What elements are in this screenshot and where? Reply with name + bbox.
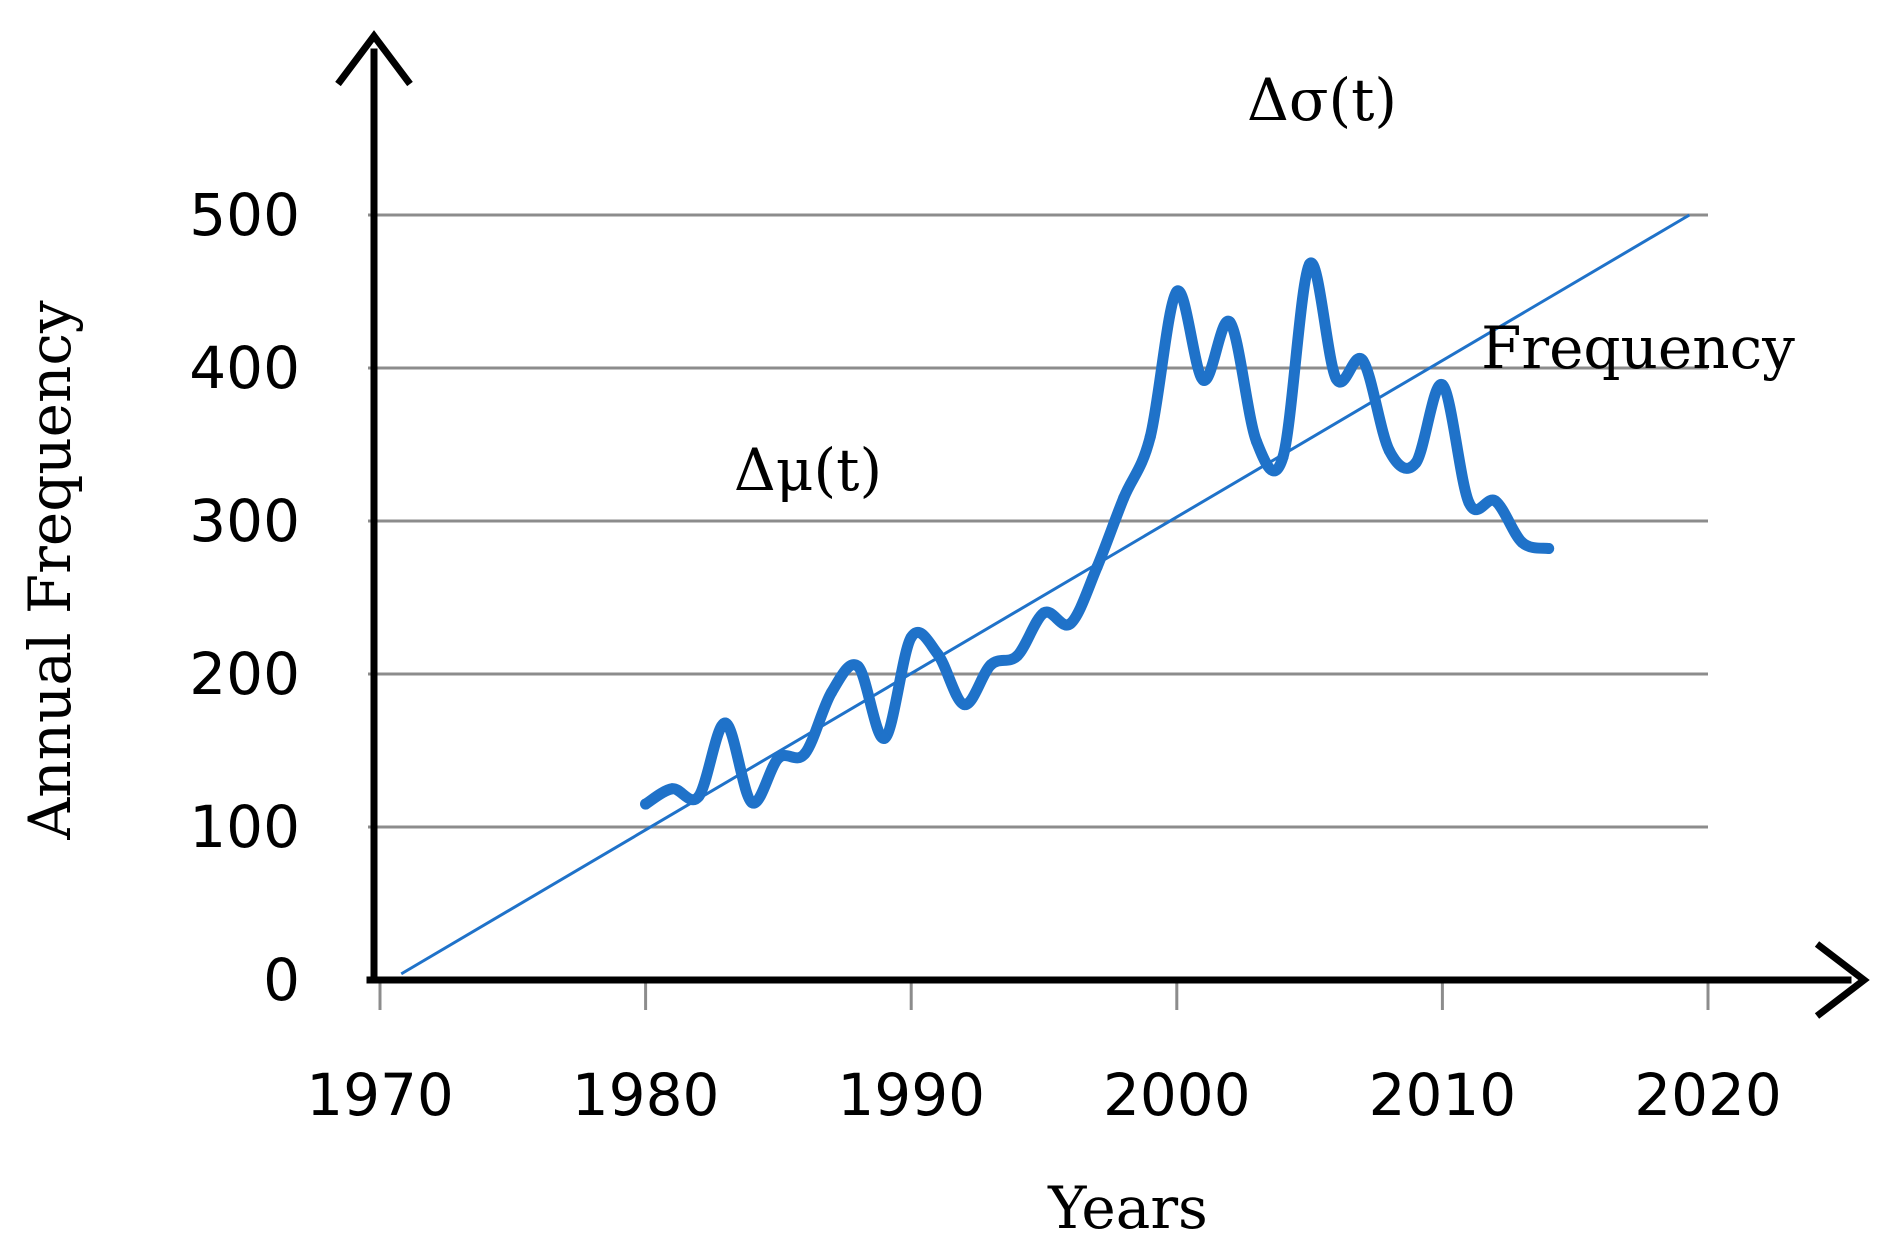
data-point-2009 — [1410, 457, 1422, 469]
data-point-1995 — [1038, 607, 1050, 619]
data-point-2011 — [1463, 497, 1475, 509]
series-points — [640, 258, 1555, 810]
x-tick-label-2010: 2010 — [1369, 1061, 1517, 1129]
data-point-2001 — [1197, 374, 1209, 386]
gridlines — [368, 213, 1708, 829]
data-point-2002 — [1224, 316, 1236, 328]
data-point-1996 — [1065, 618, 1077, 630]
x-tick-label-1980: 1980 — [572, 1061, 720, 1129]
data-point-1997 — [1091, 561, 1103, 573]
data-point-2003 — [1250, 435, 1262, 447]
data-point-1990 — [905, 631, 917, 643]
data-point-1991 — [932, 648, 944, 660]
data-point-1980 — [640, 798, 652, 810]
y-tick-label-200: 200 — [189, 640, 300, 708]
x-axis-tick-labels: 1970 1980 1990 2000 2010 2020 — [306, 1061, 1782, 1129]
data-point-2004 — [1277, 451, 1289, 463]
data-point-1984 — [746, 797, 758, 809]
data-point-1998 — [1118, 492, 1130, 504]
x-axis-title: Years — [1047, 1174, 1208, 1242]
x-axis-ticks — [378, 980, 1710, 1010]
data-point-1994 — [1011, 650, 1023, 662]
y-tick-label-400: 400 — [189, 334, 300, 402]
x-tick-label-1970: 1970 — [306, 1061, 454, 1129]
data-point-2005 — [1304, 258, 1316, 270]
y-tick-label-300: 300 — [189, 487, 300, 555]
data-point-2010 — [1436, 379, 1448, 391]
x-axis-arrowhead — [1814, 941, 1870, 1019]
annotation-delta-mu: Δμ(t) — [734, 436, 882, 504]
x-tick-label-2020: 2020 — [1634, 1061, 1782, 1129]
data-point-2012 — [1490, 495, 1502, 507]
y-tick-label-500: 500 — [189, 181, 300, 249]
data-point-2013 — [1516, 536, 1528, 548]
x-tick-label-2000: 2000 — [1103, 1061, 1251, 1129]
data-point-1982 — [693, 790, 705, 802]
data-point-1992 — [958, 699, 970, 711]
y-axis-tick-labels: 0 100 200 300 400 500 — [189, 181, 300, 1014]
data-point-2000 — [1171, 286, 1183, 297]
data-point-1989 — [879, 732, 891, 744]
data-point-2007 — [1357, 354, 1369, 366]
data-point-2006 — [1330, 373, 1342, 385]
annotation-delta-sigma: Δσ(t) — [1247, 66, 1397, 134]
series-label-frequency: Frequency — [1481, 314, 1795, 382]
data-point-1988 — [852, 660, 864, 672]
data-point-1999 — [1144, 431, 1156, 443]
data-point-1993 — [985, 659, 997, 671]
data-point-1986 — [799, 748, 811, 760]
data-point-1981 — [666, 783, 678, 795]
y-axis-arrowhead — [335, 30, 413, 87]
y-tick-label-0: 0 — [263, 946, 300, 1014]
series-trendline — [400, 213, 1691, 976]
series-line-frequency — [640, 257, 1555, 810]
y-axis-title: Annual Frequency — [16, 300, 84, 840]
x-tick-label-1990: 1990 — [837, 1061, 985, 1129]
y-tick-label-100: 100 — [189, 793, 300, 861]
data-point-2008 — [1383, 445, 1395, 457]
data-point-1985 — [772, 752, 784, 764]
data-point-1987 — [826, 686, 838, 698]
data-point-2014 — [1543, 543, 1555, 555]
data-point-1983 — [719, 717, 731, 729]
